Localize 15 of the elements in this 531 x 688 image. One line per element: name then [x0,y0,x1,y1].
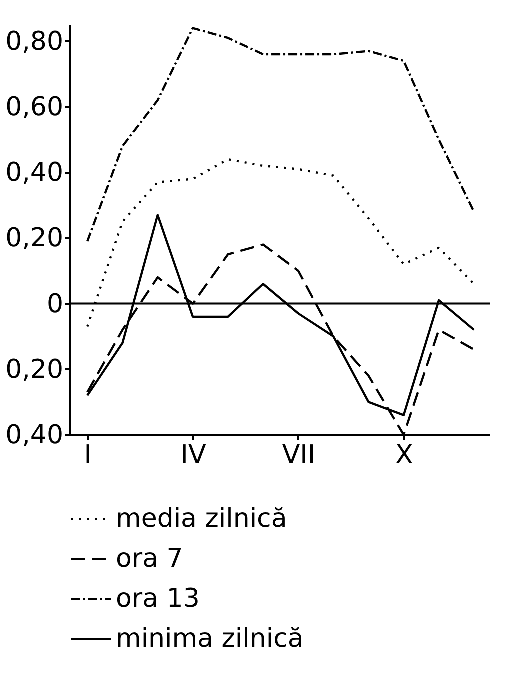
y-tick-label: 0,40 [6,158,64,188]
y-tick-label: 0,80 [6,26,64,57]
y-tick-label: 0,20 [6,354,64,385]
x-tick-label: X [395,440,414,470]
y-tick-label: 0,40 [6,420,64,450]
legend-label: media zilnică [116,504,288,534]
y-tick-label: 0 [46,289,64,320]
x-tick-label: IV [180,440,206,470]
x-tick-label: VII [282,440,316,470]
legend-label: ora 7 [116,544,184,574]
y-tick-label: 0,20 [6,224,64,254]
legend-label: ora 13 [116,584,200,614]
x-tick-label: I [84,440,92,470]
legend-label: minima zilnică [116,624,304,654]
y-tick-label: 0,60 [6,92,64,122]
